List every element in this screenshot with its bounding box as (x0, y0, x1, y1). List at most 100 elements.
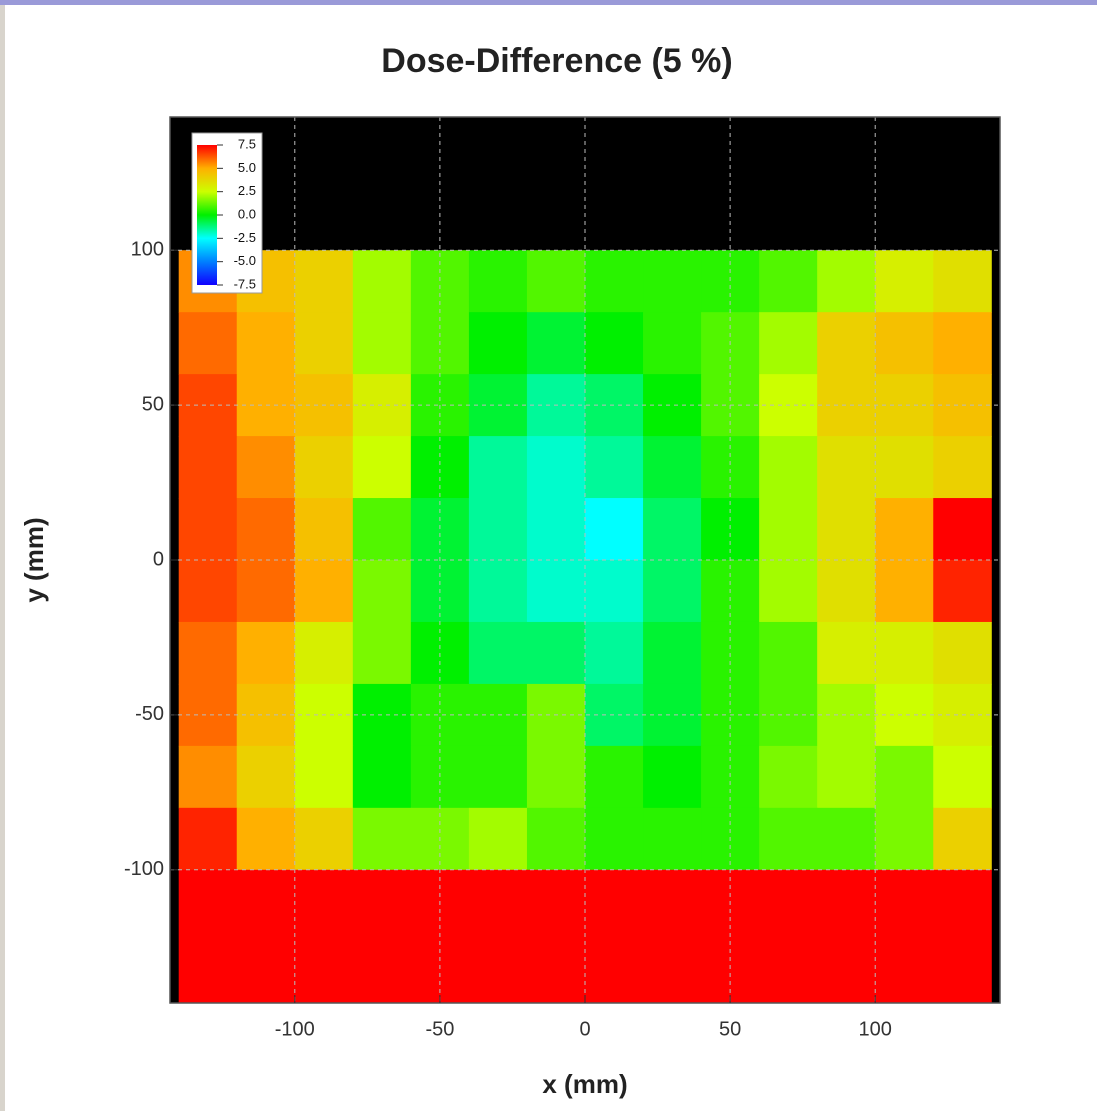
heat-cell (526, 312, 586, 375)
heat-cell (236, 498, 296, 561)
heat-cell (643, 807, 702, 871)
heat-cell (585, 436, 644, 499)
heat-cell (933, 250, 992, 313)
heat-cell (875, 436, 934, 499)
heat-cell (178, 436, 238, 499)
heat-cell (526, 869, 586, 1004)
heat-cell (178, 312, 238, 375)
heat-cell (352, 745, 412, 809)
window-frame-left (0, 5, 5, 1111)
heat-cell (643, 498, 702, 561)
heat-cell (178, 621, 238, 685)
heat-cell (759, 312, 818, 375)
heat-cell (933, 745, 992, 809)
heat-cell (643, 745, 702, 809)
heat-cell (468, 312, 528, 375)
heat-cell (643, 560, 702, 623)
heat-cell (352, 560, 412, 623)
heat-cell (294, 621, 354, 685)
heat-cell (585, 807, 644, 871)
heat-cell (759, 621, 818, 685)
heat-cell (294, 807, 354, 871)
heat-cell (352, 312, 412, 375)
heat-cell (643, 869, 702, 1004)
heat-cell (643, 312, 702, 375)
heat-cell (875, 560, 934, 623)
heat-cell (817, 436, 876, 499)
grid (170, 117, 1000, 1003)
heat-cell (933, 312, 992, 375)
heat-cell (933, 436, 992, 499)
heat-cell (526, 436, 586, 499)
colorbar (197, 145, 217, 285)
heat-cell (933, 869, 992, 1004)
heatmap (178, 250, 992, 1004)
heat-cell (468, 436, 528, 499)
heat-cell (178, 869, 238, 1004)
axes: -100 -50 0 50 100 100 50 0 -50 -100 (124, 238, 892, 1040)
heat-cell (294, 312, 354, 375)
colorbar-tick-label: 7.5 (238, 136, 256, 151)
heat-cell (875, 250, 934, 313)
heat-cell (236, 869, 296, 1004)
heat-cell (468, 869, 528, 1004)
heat-cell (933, 807, 992, 871)
heat-cell (352, 621, 412, 685)
heat-cell (352, 498, 412, 561)
heat-cell (468, 498, 528, 561)
heat-cell (875, 312, 934, 375)
heat-cell (236, 436, 296, 499)
heat-cell (526, 621, 586, 685)
heat-cell (178, 745, 238, 809)
heat-cell (817, 621, 876, 685)
heat-cell (933, 498, 992, 561)
heat-cell (759, 560, 818, 623)
heat-cell (759, 745, 818, 809)
heat-cell (294, 745, 354, 809)
heat-cell (817, 745, 876, 809)
heat-cell (643, 250, 702, 313)
colorbar-tick-label: 5.0 (238, 160, 256, 175)
heat-cell (817, 250, 876, 313)
heat-cell (178, 498, 238, 561)
heat-cell (875, 498, 934, 561)
heat-cell (759, 250, 818, 313)
heat-cell (933, 621, 992, 685)
heat-cell (875, 745, 934, 809)
heat-cell (236, 745, 296, 809)
heat-cell (875, 869, 934, 1004)
colorbar-tick-label: 2.5 (238, 183, 256, 198)
heat-cell (468, 250, 528, 313)
heat-cell (817, 498, 876, 561)
heat-cell (294, 560, 354, 623)
chart-title: Dose-Difference (5 %) (381, 42, 732, 80)
x-axis-label: x (mm) (542, 1069, 627, 1099)
heat-cell (294, 250, 354, 313)
heat-cell (352, 436, 412, 499)
colorbar-tick-label: -5.0 (234, 253, 256, 268)
heat-cell (468, 621, 528, 685)
x-tick-label: 50 (719, 1018, 741, 1040)
heat-cell (817, 560, 876, 623)
x-tick-label: -50 (425, 1018, 454, 1040)
heat-cell (643, 436, 702, 499)
y-tick-label: -50 (135, 703, 164, 725)
heat-cell (352, 807, 412, 871)
heat-cell (294, 498, 354, 561)
heat-cell (294, 869, 354, 1004)
heat-cell (468, 560, 528, 623)
heat-cell (585, 869, 644, 1004)
y-tick-label: -100 (124, 858, 164, 880)
heat-cell (468, 807, 528, 871)
x-tick-label: 100 (859, 1018, 892, 1040)
heat-cell (759, 436, 818, 499)
heat-cell (526, 745, 586, 809)
heat-cell (759, 869, 818, 1004)
heat-cell (585, 560, 644, 623)
heat-cell (759, 498, 818, 561)
heat-cell (178, 807, 238, 871)
colorbar-tick-label: -2.5 (234, 230, 256, 245)
heat-cell (526, 807, 586, 871)
heat-cell (817, 869, 876, 1004)
